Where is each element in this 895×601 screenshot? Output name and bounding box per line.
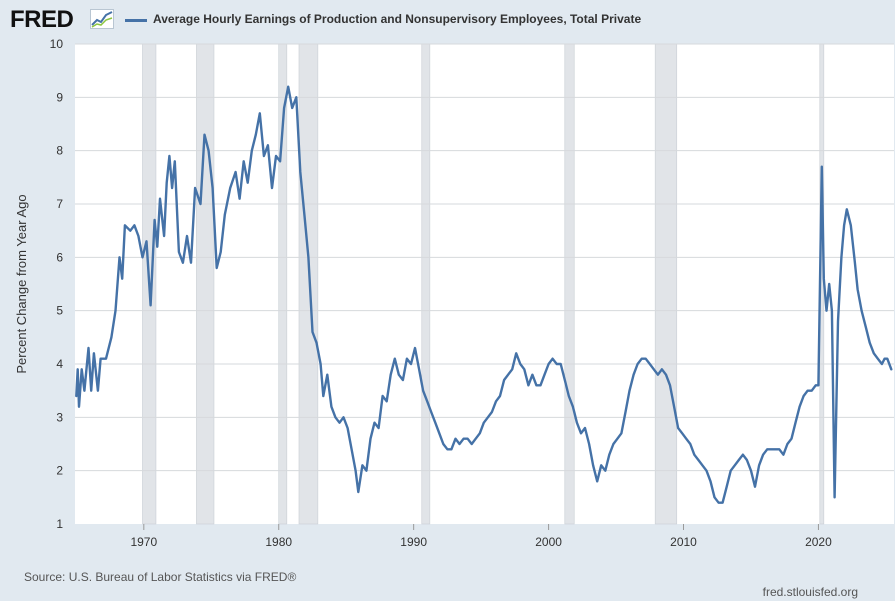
fred-url-link[interactable]: fred.stlouisfed.org: [762, 585, 858, 599]
recession-bands: [142, 43, 825, 525]
fred-logo[interactable]: FRED: [10, 6, 74, 33]
y-tick-label: 1: [56, 517, 63, 531]
series-title: Average Hourly Earnings of Production an…: [153, 12, 642, 26]
y-tick-label: 5: [56, 304, 63, 318]
y-axis-title: Percent Change from Year Ago: [14, 194, 29, 373]
series-line: [75, 85, 893, 504]
y-tick-label: 9: [56, 90, 63, 104]
x-tick-label: 2020: [805, 535, 832, 549]
y-tick-label: 3: [56, 410, 63, 424]
y-tick-label: 4: [56, 357, 63, 371]
y-tick-label: 8: [56, 144, 63, 158]
source-text: U.S. Bureau of Labor Statistics via FRED…: [68, 570, 297, 584]
y-tick-label: 2: [56, 464, 63, 478]
legend-swatch: [125, 19, 147, 22]
y-tick-label: 10: [50, 37, 64, 51]
recession-band: [298, 43, 319, 525]
y-tick-label: 6: [56, 250, 63, 264]
recession-band: [564, 43, 575, 525]
x-tick-label: 1970: [130, 535, 157, 549]
recession-band: [654, 43, 678, 525]
recession-band: [196, 43, 215, 525]
x-tick-label: 1980: [265, 535, 292, 549]
y-tick-label: 7: [56, 197, 63, 211]
trend-line-icon: [90, 9, 114, 29]
x-tick-label: 1990: [400, 535, 427, 549]
x-tick-label: 2000: [535, 535, 562, 549]
recession-band: [421, 43, 431, 525]
x-tick-label: 2010: [670, 535, 697, 549]
x-axis-ticks: 1970 1980 1990 2000 2010 2020: [130, 524, 832, 549]
source-note: Source: U.S. Bureau of Labor Statistics …: [24, 570, 297, 584]
series-lines: [75, 85, 893, 504]
y-axis-ticks: 1 2 3 4 5 6 7 8 9 10: [50, 37, 64, 531]
chart-header: FRED Average Hourly Earnings of Producti…: [0, 0, 895, 40]
